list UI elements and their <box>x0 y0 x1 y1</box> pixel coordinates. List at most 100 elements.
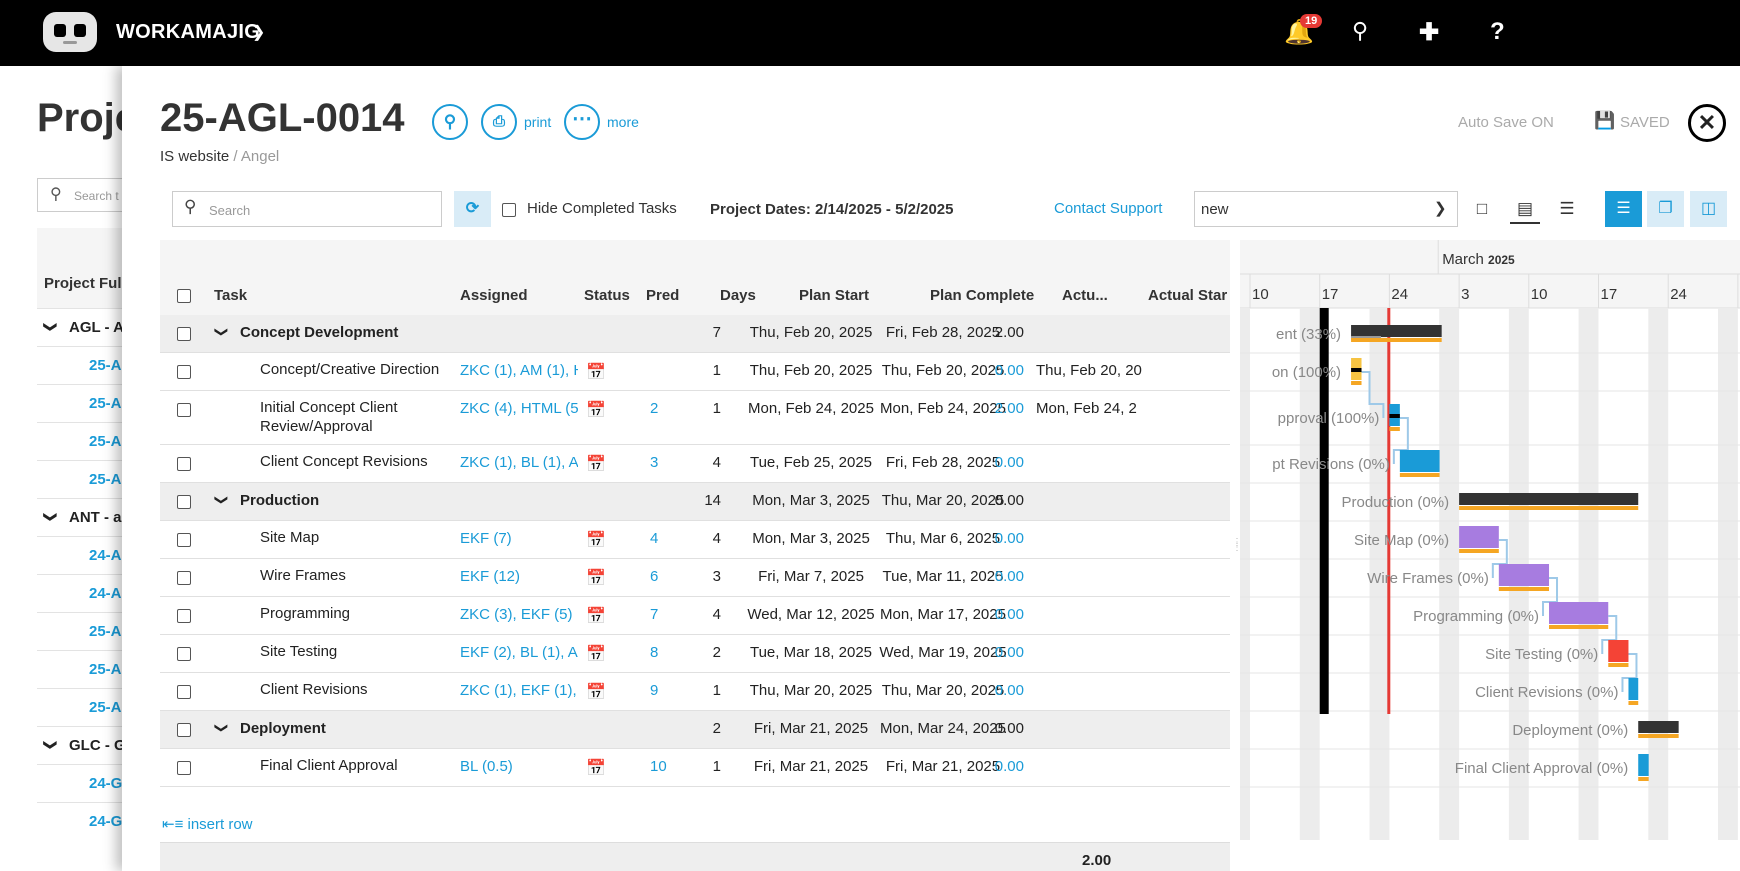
print-icon[interactable]: ⎙ <box>481 104 517 140</box>
calendar-icon[interactable]: 📅 <box>586 760 606 777</box>
row-checkbox[interactable] <box>177 723 191 737</box>
plan-start-date[interactable]: Fri, Mar 21, 2025 <box>753 758 869 775</box>
task-row[interactable]: Wire Frames EKF (12) 📅 6 3 Fri, Mar 7, 2025 Tu… <box>160 559 1230 597</box>
row-checkbox[interactable] <box>177 365 191 379</box>
plan-start-date[interactable]: Tue, Mar 18, 2025 <box>749 644 872 661</box>
assigned-resources[interactable]: ZKC (1), EKF (1), E <box>460 682 578 699</box>
actual-start-date[interactable]: Mon, Feb 24, 2 <box>1036 400 1137 417</box>
row-checkbox[interactable] <box>177 647 191 661</box>
predecessor[interactable]: 4 <box>650 530 659 547</box>
search-icon[interactable]: ⚲ <box>1352 18 1369 43</box>
actual-hours[interactable]: 0.00 <box>994 454 1024 471</box>
background-group-row[interactable]: ❯ AGL - A <box>37 308 137 346</box>
row-checkbox[interactable] <box>177 457 191 471</box>
task-name[interactable]: Concept/Creative Direction <box>260 361 440 378</box>
task-row[interactable]: Site Map EKF (7) 📅 4 4 Mon, Mar 3, 2025 Thu, M… <box>160 521 1230 559</box>
layout-list-icon[interactable]: ☰ <box>1559 199 1575 218</box>
background-project-link[interactable]: 25-AN <box>37 688 137 726</box>
row-checkbox[interactable] <box>177 495 191 509</box>
logo-icon[interactable] <box>43 12 97 52</box>
predecessor[interactable]: 6 <box>650 568 659 585</box>
plan-start-date[interactable]: Mon, Feb 24, 2025 <box>748 400 874 417</box>
plan-start-date[interactable]: Thu, Feb 20, 2025 <box>749 324 873 341</box>
actual-hours[interactable]: 0.00 <box>994 568 1024 585</box>
predecessor[interactable]: 10 <box>650 758 667 775</box>
background-project-link[interactable]: 25-AN <box>37 650 137 688</box>
plus-icon[interactable]: ✚ <box>1419 19 1440 46</box>
task-row[interactable]: Client Revisions ZKC (1), EKF (1), E 📅 9 1 Th… <box>160 673 1230 711</box>
row-checkbox[interactable] <box>177 403 191 417</box>
actual-hours[interactable]: 0.00 <box>994 606 1024 623</box>
layout-grid-only-icon[interactable]: □ <box>1476 199 1488 218</box>
background-project-link[interactable]: 25-AN <box>37 612 137 650</box>
plan-start-date[interactable]: Fri, Mar 21, 2025 <box>753 720 869 737</box>
predecessor[interactable]: 9 <box>650 682 659 699</box>
plan-complete-date[interactable]: Mon, Mar 24, 2025 <box>880 720 1006 737</box>
plan-complete-date[interactable]: Fri, Mar 21, 2025 <box>885 758 1001 775</box>
calendar-icon[interactable]: 📅 <box>586 570 606 587</box>
background-project-link[interactable]: 25-AG <box>37 460 137 498</box>
task-row[interactable]: Initial Concept Client Review/Approval ZK… <box>160 391 1230 445</box>
chevron-down-icon[interactable]: ❯ <box>252 24 266 41</box>
chevron-down-icon[interactable]: ❯ <box>214 722 230 734</box>
task-name[interactable]: Initial Concept Client Review/Approval <box>260 399 398 435</box>
task-row[interactable]: Concept/Creative Direction ZKC (1), AM (1… <box>160 353 1230 391</box>
task-name[interactable]: Client Concept Revisions <box>260 453 428 470</box>
assigned-resources[interactable]: ZKC (1), BL (1), AI <box>460 454 578 471</box>
more-icon[interactable]: ⋯ <box>564 104 600 140</box>
plan-start-date[interactable]: Mon, Mar 3, 2025 <box>752 530 870 547</box>
hide-completed-checkbox[interactable] <box>502 203 516 217</box>
calendar-icon[interactable]: 📅 <box>586 456 606 473</box>
background-project-link[interactable]: 24-GL <box>37 802 137 840</box>
actual-hours[interactable]: 2.00 <box>994 400 1024 417</box>
brand-name[interactable]: WORKAMAJIG <box>116 21 261 43</box>
plan-complete-date[interactable]: Thu, Mar 20, 2025 <box>881 682 1005 699</box>
column-days[interactable]: Days <box>720 287 756 304</box>
chevron-down-icon[interactable]: ❯ <box>1434 200 1447 217</box>
column-actual-start[interactable]: Actual Star <box>1148 287 1228 304</box>
task-row[interactable]: Client Concept Revisions ZKC (1), BL (1),… <box>160 445 1230 483</box>
task-search-input[interactable]: Search <box>172 191 442 227</box>
actual-hours[interactable]: 0.00 <box>994 758 1024 775</box>
column-plan-start[interactable]: Plan Start <box>799 287 870 304</box>
plan-start-date[interactable]: Mon, Mar 3, 2025 <box>752 492 870 509</box>
auto-save-toggle[interactable]: Auto Save ON <box>1458 114 1554 131</box>
row-checkbox[interactable] <box>177 533 191 547</box>
calendar-icon[interactable]: 📅 <box>586 532 606 549</box>
search-icon[interactable]: ⚲ <box>432 104 468 140</box>
gantt-view-button[interactable]: ☰ <box>1605 191 1642 227</box>
calendar-icon[interactable]: 📅 <box>586 608 606 625</box>
side-panel-button[interactable]: ◫ <box>1690 191 1727 227</box>
task-name[interactable]: Concept Development <box>240 324 399 341</box>
plan-complete-date[interactable]: Thu, Mar 6, 2025 <box>885 530 1001 547</box>
chevron-down-icon[interactable]: ❯ <box>214 326 230 338</box>
row-checkbox[interactable] <box>177 685 191 699</box>
task-group-row[interactable]: ❯ Production 14 Mon, Mar 3, 2025 Thu, Mar 20… <box>160 483 1230 521</box>
column-plan-complete[interactable]: Plan Complete <box>930 287 1035 304</box>
task-name[interactable]: Final Client Approval <box>260 757 398 774</box>
background-project-link[interactable]: 24-GL <box>37 764 137 802</box>
background-group-row[interactable]: ❯ ANT - a <box>37 498 137 536</box>
refresh-button[interactable]: ⟳ <box>454 191 491 227</box>
view-select[interactable]: new <box>1194 191 1458 227</box>
task-row[interactable]: Programming ZKC (3), EKF (5) 📅 7 4 Wed, Mar 1… <box>160 597 1230 635</box>
actual-hours[interactable]: 0.00 <box>994 644 1024 661</box>
plan-start-date[interactable]: Thu, Mar 20, 2025 <box>749 682 873 699</box>
select-all-checkbox[interactable] <box>177 289 191 303</box>
background-project-link[interactable]: 24-AN <box>37 574 137 612</box>
assigned-resources[interactable]: EKF (7) <box>460 530 512 547</box>
contact-support-link[interactable]: Contact Support <box>1054 200 1163 217</box>
splitter-grip-icon[interactable]: ⋮ ⋮ <box>1232 537 1242 553</box>
more-link[interactable]: more <box>607 114 639 130</box>
actual-hours[interactable]: 0.00 <box>994 530 1024 547</box>
predecessor[interactable]: 2 <box>650 400 659 417</box>
row-checkbox[interactable] <box>177 327 191 341</box>
calendar-icon[interactable]: 📅 <box>586 364 606 381</box>
column-task[interactable]: Task <box>214 287 248 304</box>
task-row[interactable]: Site Testing EKF (2), BL (1), AF 📅 8 2 Tue, M… <box>160 635 1230 673</box>
print-link[interactable]: print <box>524 114 552 130</box>
plan-start-date[interactable]: Thu, Feb 20, 2025 <box>749 362 873 379</box>
grid-gantt-splitter[interactable] <box>1230 240 1240 840</box>
chevron-down-icon[interactable]: ❯ <box>43 511 59 523</box>
background-project-link[interactable]: 24-AN <box>37 536 137 574</box>
